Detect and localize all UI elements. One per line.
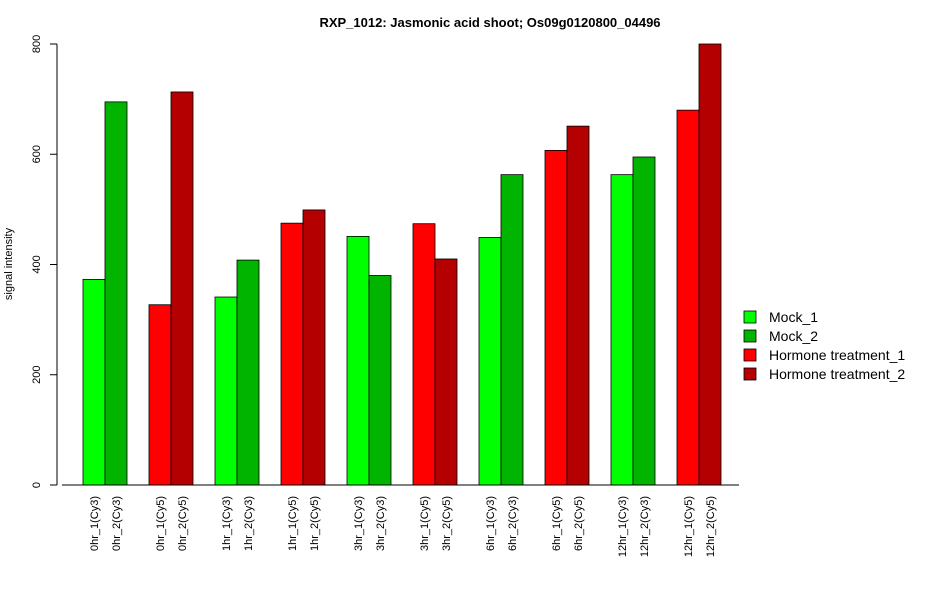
legend-label: Hormone treatment_1	[769, 347, 905, 363]
x-tick-label: 12hr_1(Cy3)	[617, 496, 629, 557]
x-tick-label: 0hr_1(Cy5)	[155, 496, 167, 551]
x-tick-label: 1hr_1(Cy5)	[287, 496, 299, 551]
y-tick-label: 600	[31, 145, 43, 163]
legend-swatch	[743, 310, 757, 324]
bar	[698, 43, 722, 486]
legend: Mock_1 Mock_2 Hormone treatment_1 Hormone t…	[743, 309, 905, 382]
bar	[214, 296, 238, 486]
bar	[236, 259, 260, 486]
x-tick-label: 0hr_2(Cy5)	[177, 496, 189, 551]
legend-swatch	[743, 348, 757, 362]
chart-title: RXP_1012: Jasmonic acid shoot; Os09g0120…	[319, 15, 660, 30]
x-tick-label: 12hr_2(Cy3)	[639, 496, 651, 557]
legend-label: Mock_1	[769, 309, 818, 325]
legend-label: Mock_2	[769, 328, 818, 344]
bar	[544, 149, 568, 486]
y-axis: 0 200 400 600 800	[31, 35, 58, 488]
bar	[302, 209, 326, 486]
bar	[148, 304, 172, 486]
bar	[104, 101, 128, 486]
y-tick-label: 400	[31, 255, 43, 273]
bar	[412, 223, 436, 486]
bar	[368, 275, 392, 486]
x-tick-label: 1hr_2(Cy5)	[309, 496, 321, 551]
x-tick-label: 6hr_1(Cy3)	[485, 496, 497, 551]
y-tick-label: 200	[31, 366, 43, 384]
x-tick-label: 0hr_1(Cy3)	[89, 496, 101, 551]
legend-swatch	[743, 329, 757, 343]
x-tick-label: 6hr_2(Cy3)	[507, 496, 519, 551]
x-tick-label: 12hr_1(Cy5)	[683, 496, 695, 557]
y-tick-label: 0	[31, 482, 43, 488]
x-tick-label: 1hr_1(Cy3)	[221, 496, 233, 551]
bar	[170, 91, 194, 486]
legend-label: Hormone treatment_2	[769, 366, 905, 382]
y-tick-label: 800	[31, 35, 43, 53]
x-tick-label: 12hr_2(Cy5)	[705, 496, 717, 557]
bar	[676, 109, 700, 486]
bar	[566, 125, 590, 486]
x-tick-label: 3hr_2(Cy3)	[375, 496, 387, 551]
x-tick-label: 6hr_1(Cy5)	[551, 496, 563, 551]
bar	[478, 237, 502, 486]
bar	[346, 235, 370, 486]
x-tick-label: 6hr_2(Cy5)	[573, 496, 585, 551]
y-axis-label: signal intensity	[3, 227, 15, 300]
x-tick-labels: 0hr_1(Cy3) 0hr_2(Cy3) 0hr_1(Cy5) 0hr_2(Cy5)…	[89, 496, 717, 557]
legend-swatch	[743, 367, 757, 381]
x-tick-label: 3hr_1(Cy5)	[419, 496, 431, 551]
x-tick-label: 3hr_2(Cy5)	[441, 496, 453, 551]
bar	[82, 278, 106, 486]
bar	[610, 174, 634, 486]
bars	[82, 43, 722, 486]
bar	[500, 174, 524, 486]
bar	[280, 222, 304, 486]
x-tick-label: 3hr_1(Cy3)	[353, 496, 365, 551]
bar	[632, 156, 656, 486]
bar	[434, 258, 458, 486]
x-tick-label: 0hr_2(Cy3)	[111, 496, 123, 551]
x-tick-label: 1hr_2(Cy3)	[243, 496, 255, 551]
